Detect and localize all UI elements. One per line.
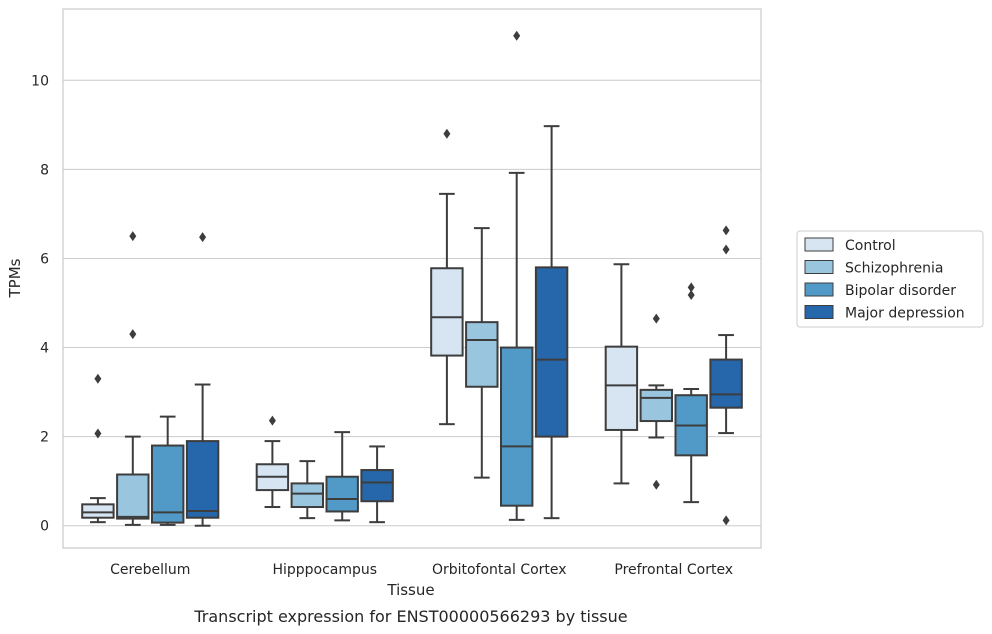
legend-item: Control	[804, 237, 896, 254]
legend: Control Schizophrenia Bipolar disorder Majo…	[796, 230, 984, 328]
box-iqr	[150, 444, 185, 524]
legend-item: Major depression	[804, 305, 965, 322]
y-axis-label: TPMs	[6, 258, 24, 298]
legend-frame	[796, 230, 984, 328]
y-tick-label: 0	[40, 519, 49, 535]
box-plot-1-1	[81, 373, 115, 524]
box-plot-4-3	[534, 125, 569, 520]
y-tick-label: 2	[40, 430, 49, 446]
x-tick-labels: Cerebellum Hipppocampus Orbitofontal Corte…	[110, 562, 733, 578]
legend-swatch	[804, 237, 834, 252]
legend-label: Major depression	[845, 306, 965, 322]
outlier-point	[687, 282, 695, 293]
chart-caption: Transcript expression for ENST0000056629…	[193, 607, 627, 626]
legend-swatch	[804, 282, 834, 297]
outlier-point	[513, 30, 521, 41]
box-iqr	[534, 266, 569, 438]
box-iqr	[325, 475, 359, 513]
box-iqr	[116, 473, 150, 520]
box-plot-3-2	[325, 431, 359, 522]
legend-label: Schizophrenia	[845, 261, 943, 277]
y-tick-label: 8	[40, 162, 49, 178]
outlier-point	[652, 313, 660, 324]
legend-swatch	[804, 305, 834, 319]
outlier-point	[129, 329, 137, 340]
box-iqr	[499, 346, 534, 507]
y-tick-labels: 0 2 4 6 8 10	[31, 73, 49, 534]
box-plot-4-2	[360, 445, 394, 524]
box-iqr	[185, 440, 220, 519]
legend-item: Bipolar disorder	[804, 282, 956, 299]
outlier-point	[443, 128, 451, 139]
box-iqr	[639, 388, 674, 423]
box-plot-3-1	[150, 415, 185, 526]
outlier-point	[199, 232, 207, 243]
box-iqr	[604, 345, 639, 431]
legend-swatch	[804, 260, 834, 274]
box-iqr	[709, 358, 743, 409]
box-plot-3-4	[674, 282, 708, 504]
outlier-point	[129, 231, 137, 242]
outlier-point	[722, 244, 730, 255]
x-tick-label: Orbitofontal Cortex	[432, 562, 567, 578]
plot-frame	[62, 8, 762, 549]
y-tick-label: 6	[40, 251, 49, 267]
box-plot-1-4	[604, 263, 639, 485]
outlier-point	[722, 515, 730, 526]
y-tick-label: 4	[40, 341, 49, 357]
legend-label: Control	[845, 238, 896, 254]
box-iqr	[430, 267, 464, 357]
boxes	[81, 30, 743, 527]
outlier-point	[722, 225, 730, 236]
box-plot-1-3	[430, 128, 464, 426]
box-plot-2-3	[465, 227, 499, 479]
box-plot-1-2	[255, 415, 290, 509]
outlier-point	[94, 373, 102, 384]
x-tick-label: Cerebellum	[110, 562, 190, 578]
x-tick-label: Prefrontal Cortex	[614, 562, 733, 578]
gridlines	[63, 79, 761, 527]
outlier-point	[268, 415, 276, 426]
box-plot-2-1	[116, 231, 150, 526]
box-iqr	[360, 469, 394, 503]
x-axis-label: Tissue	[386, 581, 434, 599]
legend-label: Bipolar disorder	[845, 283, 956, 299]
box-iqr	[290, 482, 325, 509]
box-plot-2-4	[639, 313, 674, 490]
outlier-point	[652, 479, 660, 490]
box-iqr	[81, 503, 115, 519]
box-plot-4-1	[185, 232, 220, 527]
box-iqr	[465, 321, 499, 388]
outlier-point	[687, 289, 695, 300]
box-plot-3-3	[499, 30, 534, 521]
legend-item: Schizophrenia	[804, 260, 943, 277]
box-plot-2-2	[290, 460, 325, 520]
box-plot-4-4	[709, 225, 743, 526]
outlier-point	[94, 428, 102, 439]
y-tick-label: 10	[31, 73, 49, 89]
x-tick-label: Hipppocampus	[272, 562, 377, 578]
